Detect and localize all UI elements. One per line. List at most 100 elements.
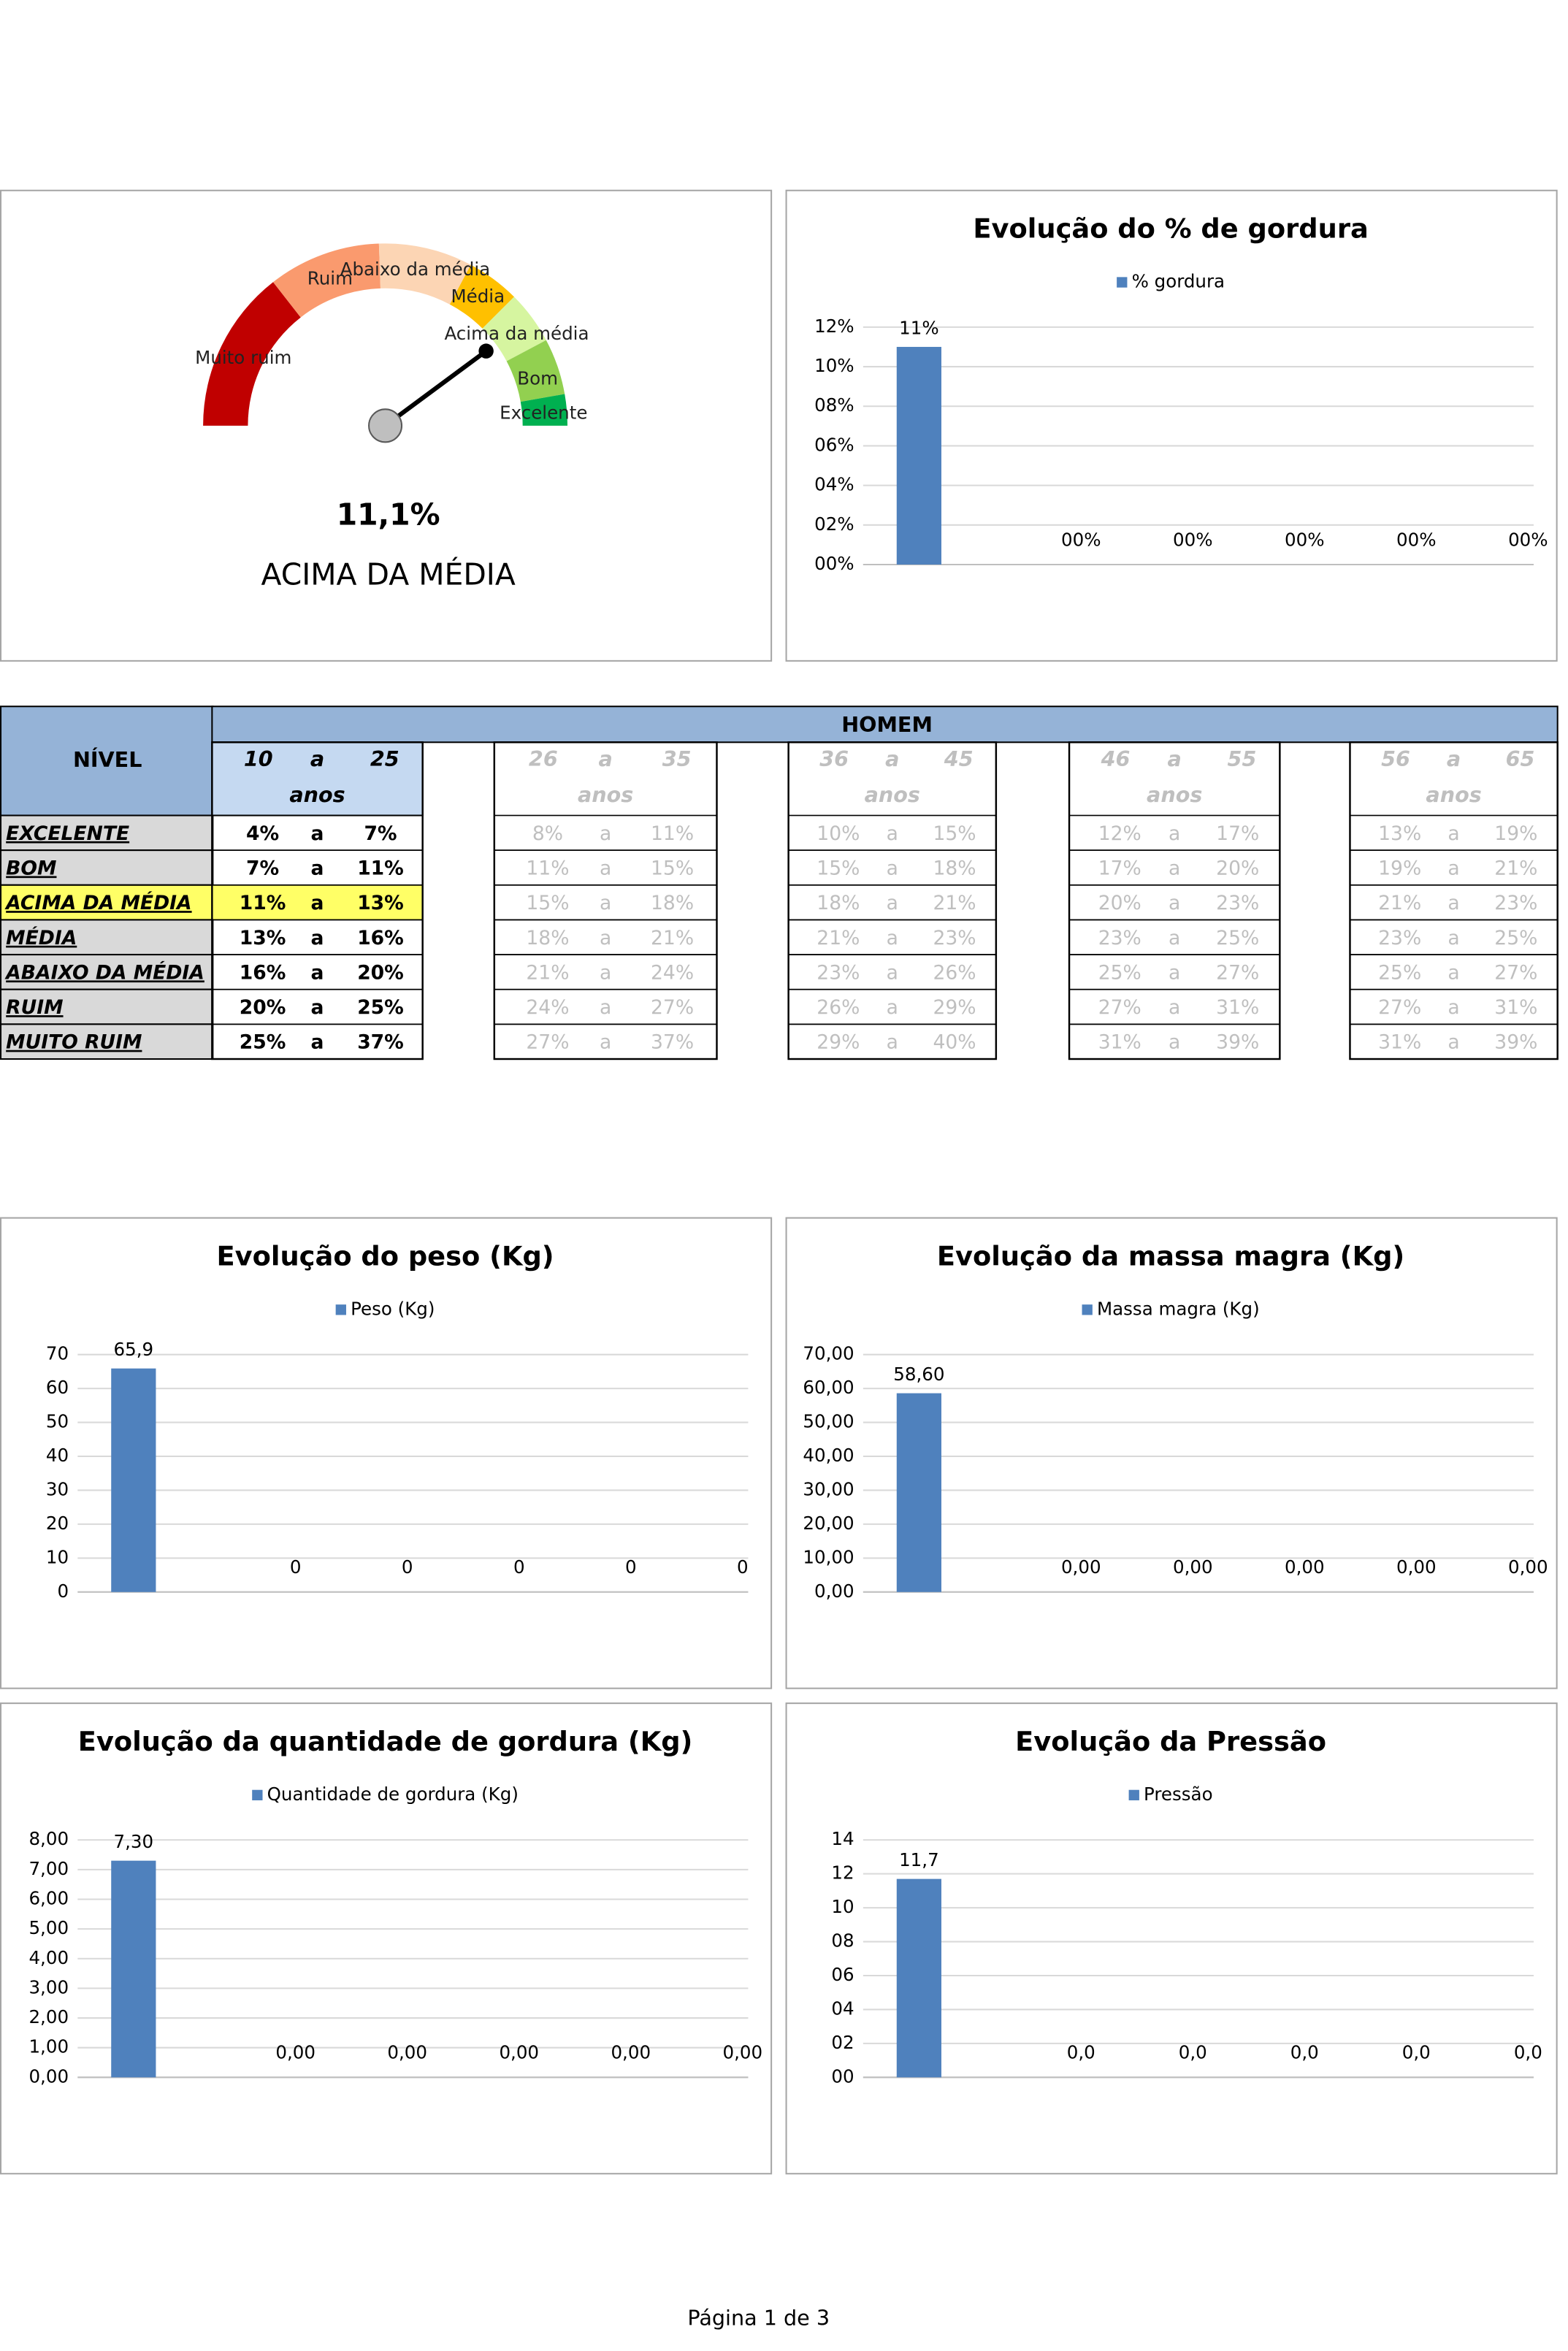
gauge-hub xyxy=(368,408,403,443)
range-from: 21% xyxy=(526,961,569,984)
range-separator: a xyxy=(600,892,611,914)
range-to: 19% xyxy=(1494,822,1537,845)
data-label: 0,00 xyxy=(387,2042,427,2063)
range-to: 23% xyxy=(933,927,976,949)
range-to: 31% xyxy=(1494,996,1537,1019)
legend-label: Peso (Kg) xyxy=(351,1298,435,1319)
chart-panel xyxy=(785,1217,1558,1689)
range-to: 16% xyxy=(357,927,404,949)
range-separator: a xyxy=(311,996,324,1019)
gauge-label: Muito ruim xyxy=(195,347,291,368)
y-tick-label: 5,00 xyxy=(28,1917,69,1938)
age-header-cell xyxy=(211,741,424,817)
range-separator: a xyxy=(311,822,324,845)
age-from: 46 xyxy=(1101,746,1131,771)
range-to: 23% xyxy=(1216,892,1259,914)
range-from: 13% xyxy=(240,927,286,949)
gauge-label: Acima da média xyxy=(444,323,589,344)
table-header: NÍVEL xyxy=(73,747,142,772)
legend-swatch xyxy=(335,1304,346,1315)
chart-title: Evolução da quantidade de gordura (Kg) xyxy=(78,1726,693,1757)
range-to: 25% xyxy=(1216,927,1259,949)
range-to: 11% xyxy=(651,822,694,845)
age-from: 56 xyxy=(1381,746,1410,771)
gauge-segment xyxy=(449,264,514,329)
data-label: 0 xyxy=(737,1556,749,1578)
y-tick-label: 0,00 xyxy=(814,1580,854,1602)
group-border xyxy=(1068,741,1281,1060)
gauge-segment xyxy=(203,282,301,426)
data-label: 0,00 xyxy=(611,2042,651,2063)
range-to: 25% xyxy=(357,996,404,1019)
age-to: 55 xyxy=(1228,746,1257,771)
range-separator: a xyxy=(1447,822,1459,845)
age-unit: anos xyxy=(289,782,345,807)
range-from: 18% xyxy=(816,892,860,914)
range-from: 12% xyxy=(1098,822,1141,845)
range-from: 25% xyxy=(240,1031,286,1054)
age-unit: anos xyxy=(1426,782,1481,807)
y-tick-label: 06% xyxy=(814,434,854,455)
range-to: 15% xyxy=(651,857,694,880)
range-to: 7% xyxy=(364,822,397,845)
group-border xyxy=(211,741,424,1060)
range-separator: a xyxy=(600,996,611,1019)
range-to: 23% xyxy=(1494,892,1537,914)
bar xyxy=(896,346,941,565)
data-label: 0,00 xyxy=(1173,1556,1213,1578)
range-separator: a xyxy=(1169,927,1180,949)
range-separator: a xyxy=(1447,1031,1459,1054)
y-tick-label: 12 xyxy=(831,1862,854,1884)
gauge-segment xyxy=(482,297,546,362)
y-tick-label: 14 xyxy=(831,1828,854,1849)
age-separator: a xyxy=(598,746,612,771)
range-to: 21% xyxy=(651,927,694,949)
range-separator: a xyxy=(887,822,898,845)
range-from: 26% xyxy=(816,996,860,1019)
y-tick-label: 60 xyxy=(46,1377,69,1398)
range-to: 27% xyxy=(651,996,694,1019)
data-label: 58,60 xyxy=(893,1364,944,1385)
y-tick-label: 40 xyxy=(46,1445,69,1466)
level-cell xyxy=(0,919,214,956)
range-separator: a xyxy=(1447,927,1459,949)
data-label: 7,30 xyxy=(114,1831,154,1852)
range-separator: a xyxy=(600,927,611,949)
level-label: RUIM xyxy=(6,996,63,1019)
age-header-cell xyxy=(494,742,717,816)
gauge-value: 11,1% xyxy=(337,497,440,532)
data-label: 0,00 xyxy=(1508,1556,1548,1578)
range-separator: a xyxy=(311,857,324,880)
y-tick-label: 00% xyxy=(814,553,854,574)
data-label: 0,00 xyxy=(499,2042,539,2063)
y-tick-label: 4,00 xyxy=(28,1947,69,1968)
level-label: MÉDIA xyxy=(6,926,77,949)
range-from: 15% xyxy=(526,892,569,914)
range-separator: a xyxy=(1169,961,1180,984)
age-unit: anos xyxy=(865,782,920,807)
y-tick-label: 6,00 xyxy=(28,1887,69,1908)
data-label: 0,00 xyxy=(1285,1556,1325,1578)
y-tick-label: 0 xyxy=(57,1580,69,1602)
data-label: 11% xyxy=(899,317,939,338)
range-separator: a xyxy=(311,892,324,914)
range-from: 25% xyxy=(1378,961,1421,984)
y-tick-label: 04% xyxy=(814,474,854,495)
y-tick-label: 70,00 xyxy=(803,1343,854,1364)
data-label: 0,0 xyxy=(1067,2042,1095,2063)
range-to: 26% xyxy=(933,961,976,984)
gauge-segment xyxy=(272,243,380,318)
y-tick-label: 04 xyxy=(831,1998,854,2019)
range-separator: a xyxy=(311,1031,324,1054)
age-to: 25 xyxy=(370,746,399,771)
gauge-label: Ruim xyxy=(307,267,353,288)
gauge-segment xyxy=(506,340,565,402)
range-to: 29% xyxy=(933,996,976,1019)
range-separator: a xyxy=(887,996,898,1019)
range-to: 37% xyxy=(357,1031,404,1054)
y-tick-label: 30 xyxy=(46,1478,69,1499)
level-cell xyxy=(0,1023,214,1060)
y-tick-label: 0,00 xyxy=(28,2065,69,2087)
range-from: 11% xyxy=(526,857,569,880)
highlight-cell xyxy=(212,884,423,920)
